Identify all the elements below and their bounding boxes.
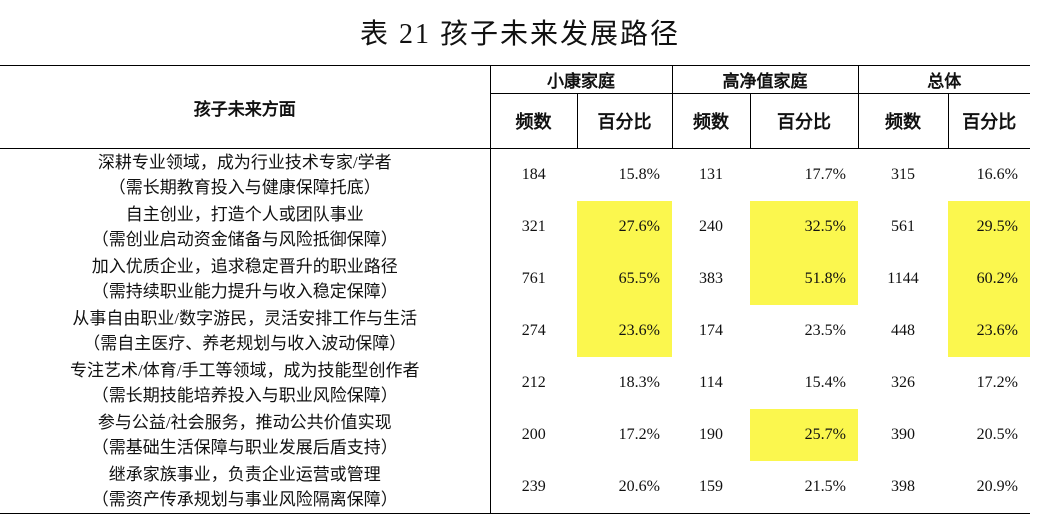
percent-cell: 23.6% <box>577 305 672 357</box>
percent-cell: 15.8% <box>618 166 660 183</box>
row-label-line: （需创业启动资金储备与风险抵御保障） <box>91 230 398 249</box>
column-header: 频数 <box>489 93 577 149</box>
row-label: 继承家族事业，负责企业运营或管理 （需资产传承规划与事业风险隔离保障） <box>0 461 491 514</box>
row-label: 自主创业，打造个人或团队事业 （需创业启动资金储备与风险抵御保障） <box>0 201 491 253</box>
frequency-cell: 240 <box>699 218 723 235</box>
percent-cell: 20.9% <box>948 461 1030 514</box>
percent-cell: 17.2% <box>976 374 1018 391</box>
row-label-line: （需长期技能培养投入与职业风险保障） <box>91 386 398 405</box>
percent-cell: 17.7% <box>804 166 846 183</box>
frequency-cell: 398 <box>858 461 948 514</box>
frequency-cell: 1144 <box>887 270 919 287</box>
row-label-line: 专注艺术/体育/手工等领域，成为技能型创作者 <box>70 361 420 380</box>
frequency-cell: 390 <box>891 426 915 443</box>
percent-cell: 60.2% <box>948 253 1030 305</box>
table-row: 从事自由职业/数字游民，灵活安排工作与生活 （需自主医疗、养老规划与收入波动保障）… <box>0 305 1030 357</box>
frequency-cell: 761 <box>521 270 546 287</box>
frequency-cell: 383 <box>699 270 723 287</box>
percent-cell: 17.2% <box>618 426 660 443</box>
table-row: 专注艺术/体育/手工等领域，成为技能型创作者 （需长期技能培养投入与职业风险保障）… <box>0 357 1030 409</box>
column-header: 百分比 <box>749 93 858 149</box>
frequency-cell: 448 <box>891 322 915 339</box>
percent-cell: 18.3% <box>618 374 660 391</box>
percent-cell: 25.7% <box>750 409 858 461</box>
frequency-cell: 274 <box>521 322 546 339</box>
column-header: 频数 <box>671 93 750 149</box>
table-title: 表 21 孩子未来发展路径 <box>359 19 680 50</box>
row-label: 从事自由职业/数字游民，灵活安排工作与生活 （需自主医疗、养老规划与收入波动保障） <box>0 305 491 357</box>
row-label-line: （需持续职业能力提升与收入稳定保障） <box>91 282 398 301</box>
percent-cell: 15.4% <box>804 374 846 391</box>
frequency-cell: 131 <box>699 166 723 183</box>
group-header: 小康家庭 <box>489 65 672 94</box>
frequency-cell: 174 <box>699 322 723 339</box>
percent-cell: 27.6% <box>577 201 672 253</box>
row-label-line: 从事自由职业/数字游民，灵活安排工作与生活 <box>72 309 418 328</box>
row-label-line: （需基础生活保障与职业发展后盾支持） <box>91 438 398 457</box>
frequency-cell: 159 <box>672 461 750 514</box>
column-header: 百分比 <box>947 93 1030 149</box>
percent-cell: 21.5% <box>750 461 858 514</box>
percent-cell: 23.5% <box>804 322 846 339</box>
row-header: 孩子未来方面 <box>0 65 491 149</box>
table-row: 继承家族事业，负责企业运营或管理 （需资产传承规划与事业风险隔离保障） 239 20.… <box>0 461 1030 514</box>
row-label: 加入优质企业，追求稳定晋升的职业路径 （需持续职业能力提升与收入稳定保障） <box>0 253 491 305</box>
percent-cell: 32.5% <box>750 201 858 253</box>
row-label-line: 参与公益/社会服务，推动公共价值实现 <box>97 413 392 432</box>
percent-cell: 51.8% <box>750 253 858 305</box>
frequency-cell: 321 <box>521 218 546 235</box>
frequency-cell: 315 <box>891 166 915 183</box>
column-header: 百分比 <box>576 93 672 149</box>
row-label: 专注艺术/体育/手工等领域，成为技能型创作者 （需长期技能培养投入与职业风险保障） <box>0 357 491 409</box>
frequency-cell: 200 <box>521 426 546 443</box>
row-label: 参与公益/社会服务，推动公共价值实现 （需基础生活保障与职业发展后盾支持） <box>0 409 491 461</box>
frequency-cell: 114 <box>699 374 723 391</box>
column-header: 频数 <box>857 93 948 149</box>
data-table: 孩子未来方面 小康家庭 高净值家庭 总体 频数 百分比 频数 百分比 频数 百分比 深耕专业领… <box>0 65 1030 514</box>
frequency-cell: 561 <box>891 218 915 235</box>
row-label-line: 深耕专业领域，成为行业技术专家/学者 <box>97 153 392 172</box>
row-label: 深耕专业领域，成为行业技术专家/学者 （需长期教育投入与健康保障托底） <box>0 148 491 201</box>
group-header: 高净值家庭 <box>671 65 858 94</box>
row-label-line: （需长期教育投入与健康保障托底） <box>108 178 381 197</box>
percent-cell: 20.6% <box>577 461 672 514</box>
row-label-line: （需自主医疗、养老规划与收入波动保障） <box>83 334 407 353</box>
percent-cell: 23.6% <box>948 305 1030 357</box>
row-label-line: （需资产传承规划与事业风险隔离保障） <box>91 490 398 509</box>
sub-header-row: 频数 百分比 频数 百分比 频数 百分比 <box>0 93 1030 149</box>
frequency-cell: 326 <box>891 374 915 391</box>
percent-cell: 65.5% <box>577 253 672 305</box>
frequency-cell: 212 <box>521 374 546 391</box>
row-label-line: 自主创业，打造个人或团队事业 <box>125 205 364 224</box>
frequency-cell: 184 <box>521 166 546 183</box>
table-row: 自主创业，打造个人或团队事业 （需创业启动资金储备与风险抵御保障） 321 27.6%… <box>0 201 1030 253</box>
table-body: 深耕专业领域，成为行业技术专家/学者 （需长期教育投入与健康保障托底） 184 15.… <box>0 148 1030 514</box>
percent-cell: 20.5% <box>976 426 1018 443</box>
table-row: 深耕专业领域，成为行业技术专家/学者 （需长期教育投入与健康保障托底） 184 15.… <box>0 148 1030 201</box>
table-row: 参与公益/社会服务，推动公共价值实现 （需基础生活保障与职业发展后盾支持） 200 1… <box>0 409 1030 461</box>
group-header: 总体 <box>857 65 1030 94</box>
frequency-cell: 190 <box>699 426 723 443</box>
group-header-row: 孩子未来方面 小康家庭 高净值家庭 总体 <box>0 65 1030 149</box>
percent-cell: 16.6% <box>976 166 1018 183</box>
row-label-line: 加入优质企业，追求稳定晋升的职业路径 <box>91 257 398 276</box>
frequency-cell: 239 <box>490 461 577 514</box>
row-label-line: 继承家族事业，负责企业运营或管理 <box>108 465 381 484</box>
percent-cell: 29.5% <box>948 201 1030 253</box>
table-row: 加入优质企业，追求稳定晋升的职业路径 （需持续职业能力提升与收入稳定保障） 761 6… <box>0 253 1030 305</box>
